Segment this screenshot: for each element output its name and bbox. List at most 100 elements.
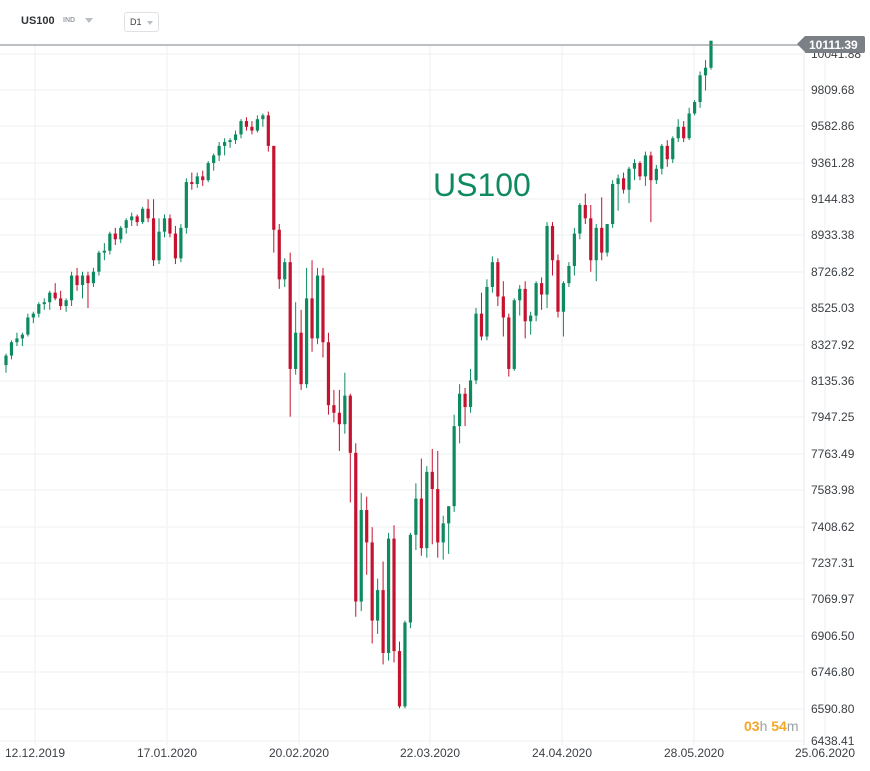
candle (534, 281, 538, 322)
candle (288, 252, 292, 417)
candle (468, 368, 473, 413)
candle-body (529, 315, 533, 322)
candle-body (157, 231, 161, 261)
candle-body (501, 296, 505, 318)
candle-body (97, 252, 101, 272)
candle (348, 393, 352, 503)
candle (545, 222, 549, 308)
candle (447, 506, 451, 554)
candle (48, 290, 52, 310)
price-tick-label: 6746.80 (811, 665, 855, 679)
candle (703, 60, 708, 91)
price-tag-background (805, 36, 865, 53)
candle (479, 292, 484, 341)
candle (141, 206, 145, 225)
price-tag-arrow (797, 36, 805, 52)
candle (151, 199, 156, 266)
candle (354, 443, 358, 617)
timeframe-select[interactable]: D1 (124, 12, 159, 32)
candle (550, 222, 555, 276)
candle (261, 113, 265, 127)
candle-body (534, 283, 538, 316)
candle (556, 254, 560, 318)
candle-body (4, 355, 8, 366)
candle (463, 387, 467, 427)
date-tick-label: 17.01.2020 (137, 746, 197, 760)
candle (201, 170, 205, 186)
candle-body (168, 218, 172, 234)
candle-body (244, 121, 249, 127)
candle (638, 161, 642, 181)
price-tick-label: 9144.83 (811, 192, 855, 206)
price-tick-label: 9809.68 (811, 83, 855, 97)
candle (157, 218, 161, 265)
candle-body (108, 233, 112, 251)
candle-body (430, 471, 434, 490)
candle (359, 492, 363, 612)
candle (518, 285, 522, 316)
candle (130, 212, 134, 226)
candle-body (272, 145, 276, 230)
candle-body (611, 184, 615, 225)
date-tick-label: 24.04.2020 (532, 746, 592, 760)
countdown-minutes: 54 (771, 718, 787, 734)
candle-body (507, 317, 511, 369)
candle (37, 302, 41, 318)
candle-body (539, 283, 544, 295)
candle (179, 224, 183, 263)
candle-body (124, 220, 128, 228)
countdown-hours: 03 (744, 718, 760, 734)
candle-body (643, 155, 648, 177)
candle-body (135, 216, 139, 223)
candle (294, 302, 298, 375)
chevron-down-icon (147, 21, 153, 25)
candle (91, 267, 96, 287)
candle (86, 271, 90, 308)
candle-body (80, 275, 85, 286)
candle (42, 298, 46, 310)
candle (474, 307, 478, 385)
candle (250, 121, 254, 135)
candle (698, 71, 702, 108)
candle-body (436, 489, 440, 543)
candle-body (605, 224, 609, 253)
chevron-down-icon[interactable] (85, 18, 93, 23)
candle-body (299, 332, 303, 385)
price-tick-label: 8933.38 (811, 228, 855, 242)
candle (654, 164, 658, 185)
candle (332, 389, 336, 423)
candle-body (567, 265, 571, 284)
candle-body (479, 313, 484, 337)
date-tick-label: 28.05.2020 (664, 746, 724, 760)
candle-body (365, 510, 369, 543)
candle-body (693, 102, 697, 114)
date-tick-label: 20.02.2020 (269, 746, 329, 760)
candle (605, 224, 609, 257)
candle (649, 151, 653, 223)
candle (381, 561, 385, 665)
candle-body (447, 506, 451, 524)
candle (452, 414, 456, 512)
candle-body (348, 395, 352, 453)
candle-body (277, 229, 281, 280)
candle-body (26, 317, 30, 335)
candle-body (310, 298, 314, 339)
symbol-label[interactable]: US100 (21, 15, 55, 27)
candle-body (654, 168, 658, 181)
candle (326, 332, 331, 415)
countdown-hours-unit: h (759, 718, 768, 734)
candle (113, 227, 117, 246)
candle (162, 214, 167, 238)
candle-body (173, 233, 178, 259)
candle (299, 309, 303, 390)
candle (124, 218, 128, 234)
candle-body (381, 590, 385, 653)
candle-body (452, 426, 456, 507)
market-type-label[interactable]: IND (63, 17, 76, 24)
candle-body (321, 275, 325, 343)
candle (392, 525, 396, 663)
candle-body (31, 313, 35, 318)
candle (376, 578, 380, 634)
candle (676, 119, 680, 143)
